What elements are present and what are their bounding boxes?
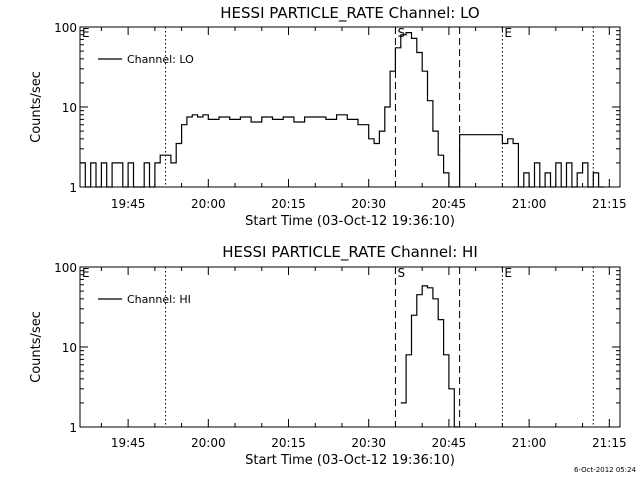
hi-x-tick-label: 20:45 xyxy=(432,436,467,450)
lo-x-tick-label: 19:45 xyxy=(111,197,146,211)
lo-x-tick-label: 20:45 xyxy=(432,197,467,211)
hi-y-axis-label: Counts/sec xyxy=(29,311,44,383)
lo-marker-label: S xyxy=(397,26,405,40)
lo-x-tick-label: 20:00 xyxy=(191,197,226,211)
lo-marker-label: E xyxy=(82,26,90,40)
lo-x-tick-label: 21:00 xyxy=(512,197,547,211)
lo-series-line xyxy=(80,32,604,188)
footer-timestamp: 6-Oct-2012 05:24 xyxy=(574,466,637,474)
hi-x-tick-label: 21:15 xyxy=(592,436,627,450)
hi-x-tick-label: 20:30 xyxy=(351,436,386,450)
lo-y-tick-label: 100 xyxy=(54,21,77,35)
hi-chart-title: HESSI PARTICLE_RATE Channel: HI xyxy=(222,243,478,262)
lo-y-tick-label: 1 xyxy=(69,181,77,195)
hi-plot-frame xyxy=(79,266,621,428)
hi-x-tick-label: 21:00 xyxy=(512,436,547,450)
lo-y-tick-label: 10 xyxy=(62,101,77,115)
hi-marker-label: S xyxy=(397,266,405,280)
lo-y-axis-label: Counts/sec xyxy=(29,71,44,143)
lo-channel-plot: HESSI PARTICLE_RATE Channel: LO 1 10 100 19:… xyxy=(29,4,627,229)
lo-legend-label: Channel: LO xyxy=(127,53,194,66)
hi-y-tick-label: 10 xyxy=(62,341,77,355)
hi-marker-label: E xyxy=(82,266,90,280)
hi-x-tick-label: 20:15 xyxy=(271,436,306,450)
hi-channel-plot: HESSI PARTICLE_RATE Channel: HI 1 10 100 19:… xyxy=(29,243,627,468)
lo-x-tick-label: 20:15 xyxy=(271,197,306,211)
hi-x-axis-label: Start Time (03-Oct-12 19:36:10) xyxy=(245,453,455,468)
lo-marker-label: E xyxy=(504,26,512,40)
hi-y-tick-label: 100 xyxy=(54,261,77,275)
lo-x-tick-label: 20:30 xyxy=(351,197,386,211)
lo-x-axis-label: Start Time (03-Oct-12 19:36:10) xyxy=(245,214,455,229)
hi-x-tick-label: 19:45 xyxy=(111,436,146,450)
hi-series-line xyxy=(400,285,460,428)
hi-x-tick-label: 20:00 xyxy=(191,436,226,450)
hi-y-tick-label: 1 xyxy=(69,421,77,435)
lo-x-tick-label: 21:15 xyxy=(592,197,627,211)
lo-chart-title: HESSI PARTICLE_RATE Channel: LO xyxy=(220,4,479,23)
hi-marker-label: E xyxy=(504,266,512,280)
hi-legend-label: Channel: HI xyxy=(127,293,191,306)
